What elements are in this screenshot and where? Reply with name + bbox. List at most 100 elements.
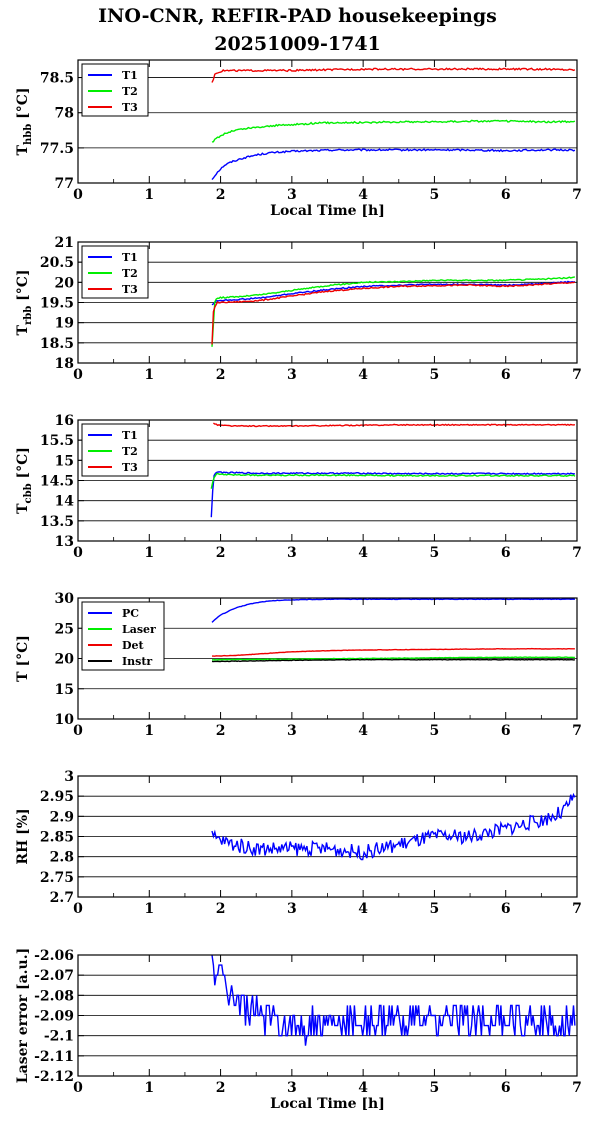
series-line-1-0	[211, 280, 576, 306]
y-axis-label-3: T [°C]	[15, 635, 31, 682]
x-tick-label-1-0: 0	[73, 367, 83, 383]
y-tick-label-4-4: 2.9	[50, 809, 74, 825]
x-tick-label-4-1: 1	[144, 901, 154, 917]
legend-label-2-0: T1	[122, 429, 138, 442]
y-tick-label-1-2: 19	[55, 316, 74, 332]
x-tick-label-0-3: 3	[287, 187, 297, 203]
y-tick-label-2-6: 16	[55, 413, 74, 429]
x-tick-label-0-1: 1	[144, 187, 154, 203]
x-tick-label-3-0: 0	[73, 723, 83, 739]
x-tick-label-3-5: 5	[430, 723, 440, 739]
series-line-4-0	[211, 792, 576, 861]
series-line-5-0	[211, 954, 576, 1046]
x-tick-label-4-7: 7	[572, 901, 582, 917]
y-tick-label-0-1: 77.5	[40, 141, 74, 157]
x-tick-label-5-0: 0	[73, 1080, 83, 1096]
y-tick-label-4-3: 2.85	[40, 830, 74, 846]
x-tick-label-3-7: 7	[572, 723, 582, 739]
series-line-2-1	[210, 472, 576, 489]
y-tick-label-2-2: 14	[55, 494, 75, 510]
y-tick-label-1-3: 19.5	[40, 296, 74, 312]
x-tick-label-2-0: 0	[73, 545, 83, 561]
series-line-2-2	[212, 422, 575, 428]
legend-label-2-2: T3	[122, 461, 138, 474]
y-tick-label-0-2: 78	[55, 106, 74, 122]
x-tick-label-2-2: 2	[216, 545, 226, 561]
y-tick-label-1-1: 18.5	[40, 336, 74, 352]
x-tick-label-4-2: 2	[216, 901, 226, 917]
y-tick-label-1-4: 20	[55, 275, 75, 291]
x-tick-label-2-5: 5	[430, 545, 440, 561]
y-tick-label-2-1: 13.5	[40, 514, 74, 530]
y-tick-label-4-0: 2.7	[50, 890, 74, 906]
y-tick-label-1-0: 18	[55, 356, 74, 372]
series-line-0-1	[211, 119, 576, 143]
y-tick-label-2-3: 14.5	[40, 474, 74, 490]
legend-label-1-1: T2	[122, 267, 138, 280]
x-tick-label-2-7: 7	[572, 545, 582, 561]
y-tick-label-3-4: 30	[55, 591, 75, 607]
y-tick-label-0-0: 77	[55, 176, 74, 192]
x-tick-label-0-4: 4	[358, 187, 368, 203]
x-tick-label-5-2: 2	[216, 1080, 226, 1096]
x-tick-label-3-3: 3	[287, 723, 297, 739]
y-axis-label-1: Trbb [°C]	[15, 270, 34, 336]
legend-label-0-2: T3	[122, 101, 138, 114]
x-tick-label-3-4: 4	[358, 723, 368, 739]
y-tick-label-5-0: -2.12	[34, 1069, 74, 1085]
x-tick-label-2-3: 3	[287, 545, 297, 561]
x-tick-label-5-6: 6	[501, 1080, 511, 1096]
y-tick-label-3-2: 20	[55, 652, 75, 668]
y-tick-label-4-5: 2.95	[40, 789, 74, 805]
x-tick-label-1-3: 3	[287, 367, 297, 383]
y-tick-label-4-6: 3	[64, 769, 74, 785]
y-tick-label-2-5: 15.5	[40, 433, 74, 449]
series-line-3-0	[211, 598, 575, 623]
series-line-0-2	[211, 67, 576, 83]
y-tick-label-4-2: 2.8	[50, 850, 74, 866]
x-tick-label-0-6: 6	[501, 187, 511, 203]
x-tick-label-1-6: 6	[501, 367, 511, 383]
x-tick-label-4-5: 5	[430, 901, 440, 917]
y-tick-label-5-5: -2.07	[34, 968, 74, 984]
x-tick-label-0-0: 0	[73, 187, 83, 203]
x-tick-label-1-2: 2	[216, 367, 226, 383]
x-tick-label-5-5: 5	[430, 1080, 440, 1096]
x-tick-label-0-7: 7	[572, 187, 582, 203]
series-line-1-2	[211, 281, 576, 345]
y-tick-label-5-4: -2.08	[34, 988, 74, 1004]
y-tick-label-1-6: 21	[55, 235, 74, 251]
series-line-1-1	[211, 276, 576, 347]
legend-label-3-0: PC	[122, 607, 139, 620]
x-tick-label-5-1: 1	[144, 1080, 154, 1096]
y-tick-label-3-3: 25	[55, 621, 74, 637]
x-tick-label-4-4: 4	[358, 901, 368, 917]
y-axis-label-0: Thbb [°C]	[15, 88, 34, 156]
y-tick-label-0-3: 78.5	[40, 71, 74, 87]
y-tick-label-5-1: -2.11	[34, 1049, 74, 1065]
y-tick-label-5-6: -2.06	[34, 948, 74, 964]
x-tick-label-1-1: 1	[144, 367, 154, 383]
x-tick-label-3-2: 2	[216, 723, 226, 739]
y-tick-label-2-0: 13	[55, 534, 74, 550]
x-tick-label-4-0: 0	[73, 901, 83, 917]
legend-label-3-1: Laser	[122, 623, 156, 636]
series-line-0-0	[211, 148, 576, 181]
series-line-3-3	[211, 658, 575, 663]
y-tick-label-3-0: 10	[55, 712, 75, 728]
legend-label-0-0: T1	[122, 69, 138, 82]
x-tick-label-3-1: 1	[144, 723, 154, 739]
y-axis-label-2: Tcbb [°C]	[15, 447, 34, 514]
y-tick-label-3-1: 15	[55, 682, 74, 698]
x-tick-label-5-7: 7	[572, 1080, 582, 1096]
legend-label-3-2: Det	[122, 639, 145, 652]
x-tick-label-0-2: 2	[216, 187, 226, 203]
y-axis-label-4: RH [%]	[15, 808, 31, 864]
x-tick-label-0-5: 5	[430, 187, 440, 203]
y-tick-label-5-3: -2.09	[34, 1009, 74, 1025]
y-tick-label-4-1: 2.75	[40, 870, 74, 886]
legend-label-3-3: Instr	[122, 655, 152, 668]
x-tick-label-4-3: 3	[287, 901, 297, 917]
x-tick-label-4-6: 6	[501, 901, 511, 917]
